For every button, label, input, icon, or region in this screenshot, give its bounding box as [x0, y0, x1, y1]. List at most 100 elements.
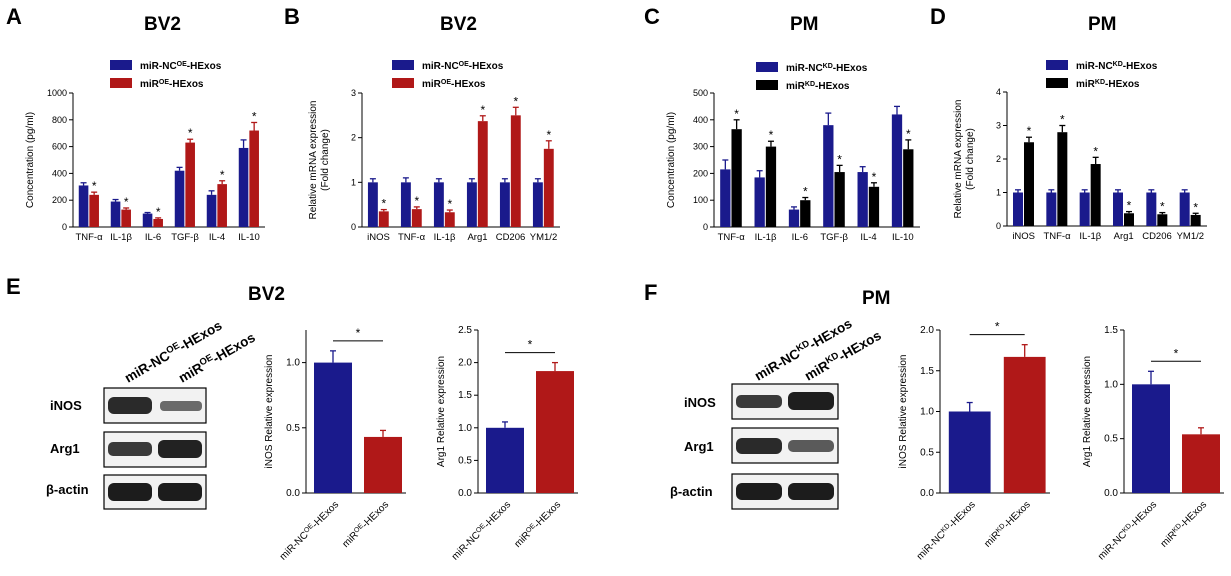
blot-band: [160, 401, 202, 411]
y-axis-label: Arg1 Relative expression: [436, 356, 447, 467]
bar: [89, 194, 99, 227]
significance-star: *: [837, 152, 842, 166]
blot-band: [788, 440, 834, 452]
y-axis-label: Relative mRNA expression(Fold change): [953, 100, 976, 219]
chart-A: 0 200 400 600 800 1000 Concentration (pg/ml) * T…: [25, 60, 265, 243]
significance-star: *: [381, 197, 386, 211]
y-tick-label: 1: [351, 177, 356, 187]
bar: [754, 177, 765, 227]
bar: [1013, 192, 1023, 226]
bar: [411, 209, 422, 227]
bar: [1079, 192, 1090, 226]
x-tick-label: iNOS: [367, 232, 390, 243]
chart-E1: 0.0 0.5 1.0 iNOS Relative expression miR-NCO…: [264, 326, 406, 563]
significance-star: *: [546, 128, 551, 142]
y-tick-label: 0.0: [920, 488, 934, 499]
x-tick-label: miROE-HExos: [340, 499, 391, 550]
y-tick-label: 1.0: [920, 407, 934, 418]
panel-label-E: E: [6, 274, 21, 299]
x-tick-label: TGF-β: [820, 232, 848, 243]
blot-E-lane-1-label: miR-NCOE-HExos: [121, 316, 224, 385]
x-tick-label: IL-1β: [755, 232, 777, 243]
panel-title-B: BV2: [440, 14, 477, 35]
significance-star: *: [414, 194, 419, 208]
y-axis-label: iNOS Relative expression: [898, 355, 909, 469]
bar: [142, 213, 153, 227]
x-tick-label: TNF-α: [1043, 231, 1071, 242]
chart-D: 0 1 2 3 4 Relative mRNA expression(Fold chang…: [953, 60, 1207, 242]
blot-F-row-label: Arg1: [684, 439, 714, 454]
panel-label-C: C: [644, 4, 660, 29]
blot-E-row-label: iNOS: [50, 398, 82, 413]
bar: [720, 169, 731, 227]
y-axis-label: Concentration (pg/ml): [666, 112, 677, 208]
blot-band: [108, 442, 152, 456]
y-axis-label: Arg1 Relative expression: [1082, 356, 1093, 467]
y-tick-label: 0.0: [286, 488, 300, 499]
bar: [121, 209, 131, 227]
y-tick-label: 0.5: [920, 447, 934, 458]
x-tick-label: TGF-β: [171, 232, 199, 243]
panel-title-A: BV2: [144, 14, 181, 35]
bar: [367, 182, 378, 227]
x-tick-label: YM1/2: [530, 232, 557, 243]
y-tick-label: 200: [52, 195, 67, 205]
blot-E-row-label: β-actin: [46, 482, 89, 497]
legend-swatch: [1046, 78, 1068, 88]
legend-swatch: [392, 60, 414, 70]
y-tick-label: 1.5: [458, 390, 472, 401]
bar: [1003, 356, 1046, 493]
significance-star: *: [252, 109, 257, 123]
x-tick-label: IL-10: [238, 232, 260, 243]
legend-label: miR-NCKD-HExos: [1076, 61, 1158, 73]
y-tick-label: 0.5: [286, 423, 300, 434]
legend-swatch: [1046, 60, 1068, 70]
significance-star: *: [447, 197, 452, 211]
significance-star: *: [769, 128, 774, 142]
x-tick-label: miR-NCKD-HExos: [914, 499, 977, 562]
y-tick-label: 1000: [47, 88, 67, 98]
x-tick-label: miR-NCOE-HExos: [278, 499, 342, 563]
bar: [110, 201, 121, 227]
blot-band: [108, 397, 152, 414]
bar: [788, 209, 800, 227]
significance-star: *: [1174, 346, 1179, 360]
y-tick-label: 2.0: [458, 358, 472, 369]
y-tick-label: 0.5: [1104, 434, 1118, 445]
y-tick-label: 500: [693, 88, 708, 98]
bar: [1024, 142, 1034, 226]
x-tick-label: CD206: [496, 232, 526, 243]
bar: [868, 186, 880, 227]
bar: [1157, 214, 1168, 226]
x-tick-label: miRKD-HExos: [1158, 499, 1209, 550]
x-tick-label: IL-1β: [434, 232, 456, 243]
x-tick-label: TNF-α: [398, 232, 426, 243]
bar: [238, 147, 249, 227]
x-tick-label: TNF-α: [75, 232, 103, 243]
x-tick-label: iNOS: [1012, 231, 1035, 242]
bar: [433, 182, 444, 227]
panel-label-A: A: [6, 4, 22, 29]
chart-F1: 0.0 0.5 1.0 1.5 2.0 iNOS Relative expression m…: [898, 320, 1050, 562]
blot-F-row-label: β-actin: [670, 484, 713, 499]
bar: [1132, 384, 1170, 493]
legend-swatch: [110, 60, 132, 70]
y-tick-label: 1: [996, 188, 1001, 198]
y-axis-label: iNOS Relative expression: [264, 355, 275, 469]
panel-title-E: BV2: [248, 284, 285, 305]
legend-label: miROE-HExos: [140, 79, 204, 91]
legend-swatch: [392, 78, 414, 88]
y-tick-label: 1.0: [286, 358, 300, 369]
y-tick-label: 0: [62, 222, 67, 232]
bar: [1090, 164, 1101, 226]
bar: [1124, 213, 1134, 226]
y-tick-label: 1.0: [1104, 379, 1118, 390]
y-tick-label: 200: [693, 168, 708, 178]
y-tick-label: 400: [52, 168, 67, 178]
bar: [1146, 192, 1157, 226]
significance-star: *: [528, 338, 533, 352]
legend-label: miR-NCOE-HExos: [422, 61, 504, 73]
bar: [543, 148, 554, 227]
significance-star: *: [220, 168, 225, 182]
bar: [891, 114, 903, 227]
